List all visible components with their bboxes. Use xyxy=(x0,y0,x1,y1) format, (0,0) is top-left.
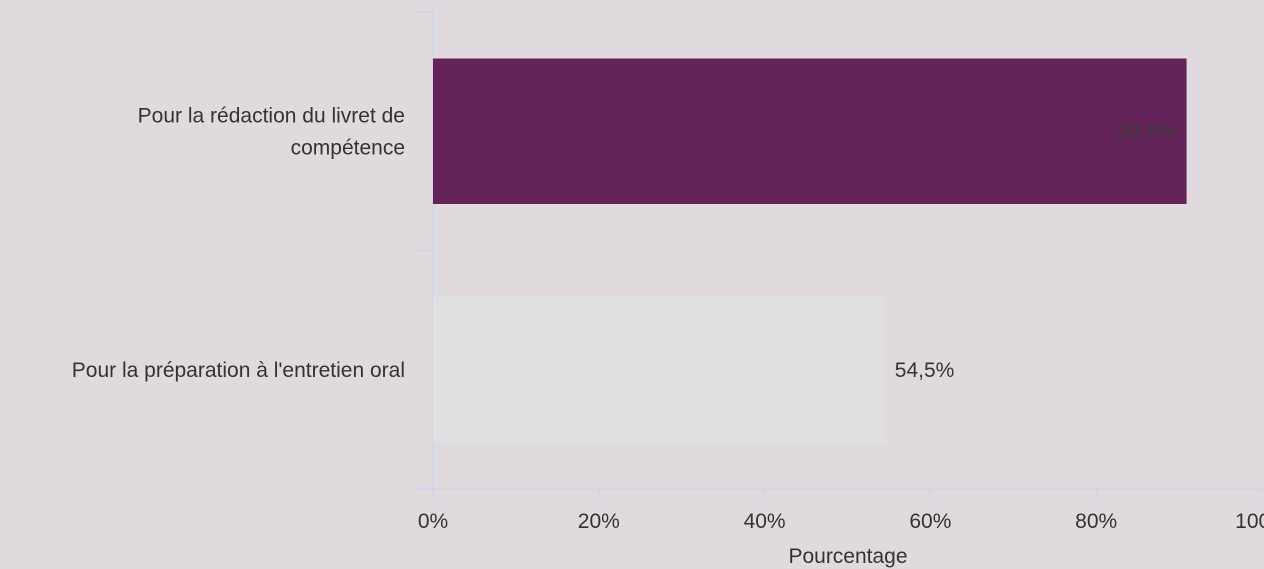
category-label: Pour la préparation à l'entretien oral xyxy=(72,359,405,382)
bar xyxy=(433,58,1187,204)
data-label: 54,5% xyxy=(895,359,955,382)
x-tick-label: 100% xyxy=(1235,510,1264,533)
x-axis-title: Pourcentage xyxy=(788,545,907,568)
x-tick-label: 60% xyxy=(909,510,951,533)
category-label-line: Pour la rédaction du livret de xyxy=(138,104,405,127)
category-label-line: compétence xyxy=(291,136,405,159)
x-tick-label: 40% xyxy=(744,510,786,533)
category-label: Pour la rédaction du livret de compétence xyxy=(138,104,405,159)
x-tick-label: 80% xyxy=(1075,510,1117,533)
data-label: 90,9% xyxy=(1117,120,1177,143)
labels: 0% 20% 40% 60% 80% 100% 90,9% Pour la rédaction… xyxy=(72,104,1264,533)
bar xyxy=(433,297,885,443)
x-tick-label: 20% xyxy=(578,510,620,533)
x-tick-label: 0% xyxy=(418,510,448,533)
bars xyxy=(433,58,1187,443)
category-label-line: Pour la préparation à l'entretien oral xyxy=(72,359,405,382)
